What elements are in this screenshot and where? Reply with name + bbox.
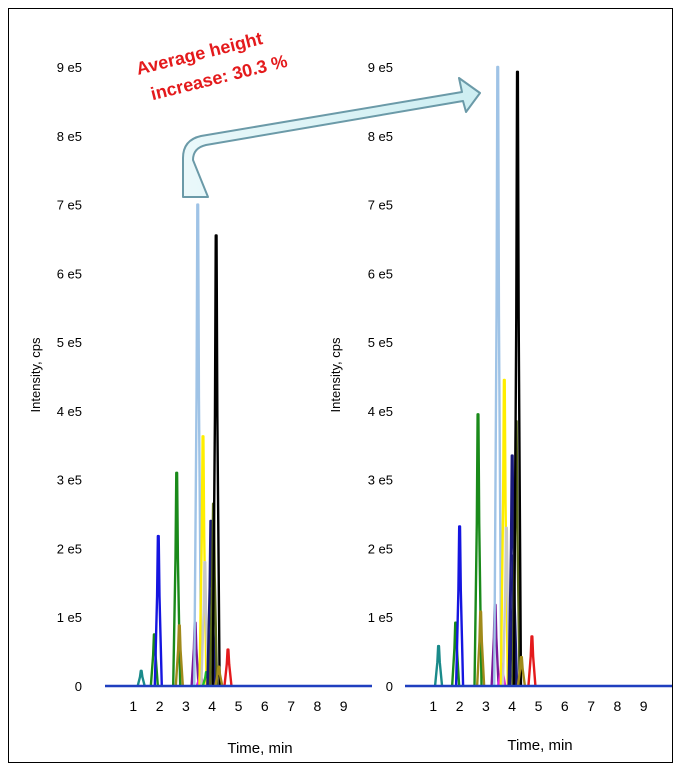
- chromatogram-peak: [174, 624, 185, 687]
- chromatogram-peak: [433, 644, 444, 687]
- x-tick-label: 6: [261, 698, 269, 714]
- x-axis-ticks: 1 2 3 4 5 6 7 8 9: [129, 698, 347, 714]
- x-tick-label: 5: [535, 698, 543, 714]
- x-tick-label: 2: [156, 698, 164, 714]
- x-tick-label: 3: [482, 698, 490, 714]
- y-tick-label: 4 e5: [368, 404, 393, 419]
- y-axis-label: Intensity, cps: [328, 337, 343, 412]
- y-tick-label: 7 e5: [368, 198, 393, 213]
- y-axis-ticks: 0 1 e5 2 e5 3 e5 4 e5 5 e5 6 e5 7 e5 8 e5 9 e5: [57, 60, 82, 694]
- x-axis-label: Time, min: [227, 740, 292, 757]
- y-tick-label: 3 e5: [368, 473, 393, 488]
- y-tick-label: 5 e5: [368, 335, 393, 350]
- y-tick-label: 7 e5: [57, 198, 82, 213]
- chromatogram-peak: [527, 635, 537, 687]
- right-chromatogram: Intensity, cps Time, min 0 1 e5 2 e5 3 e5 4 …: [328, 60, 672, 754]
- y-tick-label: 0: [386, 679, 393, 694]
- x-tick-label: 9: [340, 698, 348, 714]
- chromatogram-peak: [211, 234, 221, 687]
- chromatogram-peak: [136, 669, 146, 687]
- chromatogram-peak: [473, 413, 483, 687]
- chromatogram-peak: [501, 526, 512, 687]
- y-tick-label: 1 e5: [368, 610, 393, 625]
- peak-series: [105, 203, 372, 688]
- chromatogram-peak: [153, 534, 163, 687]
- x-tick-label: 1: [429, 698, 437, 714]
- y-tick-label: 2 e5: [368, 541, 393, 556]
- x-axis-label: Time, min: [507, 737, 572, 754]
- chromatogram-peak: [454, 525, 465, 687]
- chromatogram-peak: [512, 70, 523, 687]
- x-tick-label: 9: [640, 698, 648, 714]
- chromatogram-peak: [214, 665, 224, 687]
- y-tick-label: 6 e5: [57, 266, 82, 281]
- y-tick-label: 0: [75, 679, 82, 694]
- x-axis-ticks: 1 2 3 4 5 6 7 8 9: [429, 698, 647, 714]
- x-tick-label: 4: [508, 698, 516, 714]
- chromatogram-peak: [516, 655, 527, 687]
- x-tick-label: 7: [587, 698, 595, 714]
- y-tick-label: 3 e5: [57, 473, 82, 488]
- chromatogram-peak: [200, 561, 210, 687]
- y-axis-label: Intensity, cps: [28, 337, 43, 412]
- x-tick-label: 3: [182, 698, 190, 714]
- x-tick-label: 2: [456, 698, 464, 714]
- height-increase-annotation: Average height increase: 30.3 %: [134, 28, 289, 104]
- x-tick-label: 8: [614, 698, 622, 714]
- bent-arrow-shape: [182, 77, 481, 198]
- chromatogram-peak: [171, 471, 182, 687]
- peak-series: [405, 65, 672, 688]
- y-tick-label: 2 e5: [57, 541, 82, 556]
- y-axis-ticks: 0 1 e5 2 e5 3 e5 4 e5 5 e5 6 e5 7 e5 8 e5 9 e5: [368, 60, 393, 694]
- y-tick-label: 9 e5: [57, 60, 82, 75]
- x-tick-label: 6: [561, 698, 569, 714]
- y-tick-label: 1 e5: [57, 610, 82, 625]
- chromatogram-peak: [493, 65, 503, 687]
- y-tick-label: 8 e5: [368, 129, 393, 144]
- x-tick-label: 4: [208, 698, 216, 714]
- y-tick-label: 5 e5: [57, 335, 82, 350]
- x-tick-label: 8: [314, 698, 322, 714]
- chromatogram-peak: [475, 610, 486, 687]
- x-tick-label: 5: [235, 698, 243, 714]
- y-tick-label: 4 e5: [57, 404, 82, 419]
- y-tick-label: 8 e5: [57, 129, 82, 144]
- chromatogram-peak: [223, 648, 233, 687]
- x-tick-label: 7: [287, 698, 295, 714]
- figure-frame: [8, 8, 673, 763]
- chromatogram-peak: [193, 203, 203, 687]
- x-tick-label: 1: [129, 698, 137, 714]
- y-tick-label: 9 e5: [368, 60, 393, 75]
- left-chromatogram: Intensity, cps Time, min 0 1 e5 2 e5 3 e5 4 …: [28, 60, 372, 757]
- y-tick-label: 6 e5: [368, 266, 393, 281]
